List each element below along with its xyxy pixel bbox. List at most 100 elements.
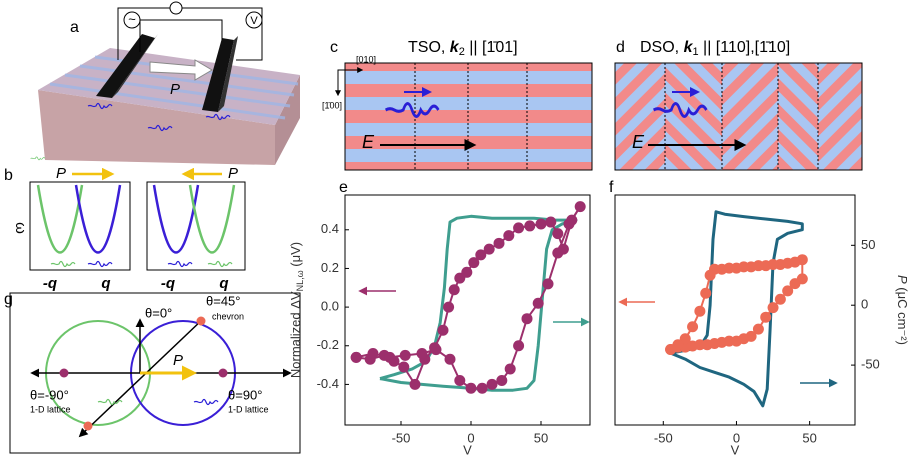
data-point: [535, 218, 547, 230]
polarization-arrow: [149, 59, 213, 81]
y-tick-label: 0.4: [321, 221, 339, 236]
y2-axis-label: P (μC cm⁻²): [895, 275, 910, 345]
wave-packet: [193, 398, 219, 406]
data-point: [752, 323, 764, 335]
data-point: [563, 218, 575, 230]
polarization-label: P: [173, 352, 183, 369]
slab-top: [38, 48, 300, 125]
lattice: [614, 62, 863, 171]
x-tick-label: 0: [467, 430, 474, 445]
field-label: E: [362, 132, 375, 152]
angle-label: θ=-90°: [30, 387, 69, 402]
data-point: [454, 375, 466, 387]
meter: [169, 1, 183, 15]
y2-tick-label: 0: [861, 297, 868, 312]
band-blue: [152, 184, 200, 254]
y2-label-part: (μC cm⁻²): [895, 284, 910, 345]
y-tick-label: 0.0: [321, 299, 339, 314]
data-point: [545, 216, 557, 228]
y2-tick-label: 50: [861, 237, 875, 252]
data-point: [483, 243, 495, 255]
stripe: [64, 73, 291, 108]
domain: [665, 63, 722, 170]
y-tick-label: -0.4: [317, 376, 339, 391]
plot-frame: [344, 194, 591, 426]
band-green: [36, 184, 84, 254]
wire: [139, 19, 223, 52]
y-axis-label: Normalized ΔVNL,ω (μV): [288, 242, 305, 378]
axis: [78, 317, 205, 438]
x-tick-label: 50: [802, 430, 816, 445]
stripe: [49, 82, 286, 120]
data-point: [486, 378, 498, 390]
polarization-label: P: [56, 165, 66, 182]
data-point: [398, 361, 410, 373]
data-point: [465, 382, 477, 394]
data-point: [476, 382, 488, 394]
ac-symbol: ~: [128, 11, 136, 26]
data-point: [461, 266, 473, 278]
axis-label: [1̄00]: [322, 100, 342, 110]
panel-box: [9, 292, 301, 454]
series-line: [379, 214, 578, 392]
data-point: [496, 375, 508, 387]
band-box: [146, 181, 246, 271]
electrode-side: [112, 34, 158, 98]
title-part: k: [684, 39, 694, 56]
data-point: [513, 340, 525, 352]
angle-note: chevron: [212, 311, 244, 321]
title-part: DSO,: [640, 39, 684, 56]
point: [196, 316, 206, 326]
title-part: 2: [459, 46, 465, 58]
wave-packet: [207, 260, 233, 268]
panel-label: f: [609, 179, 614, 196]
panel-label: a: [70, 19, 79, 36]
panel-label: b: [4, 167, 13, 184]
data-point: [700, 287, 712, 299]
domain: [778, 63, 818, 170]
y-tick-label: -0.2: [317, 337, 339, 352]
data-point: [513, 222, 525, 234]
data-point: [774, 293, 786, 305]
data-point: [437, 324, 449, 336]
y-tick-label: 0.2: [321, 260, 339, 275]
y-label-part: NL,ω: [295, 270, 305, 291]
domain: [615, 63, 665, 170]
slab-side: [275, 75, 300, 165]
data-point: [796, 273, 808, 285]
data-point: [532, 297, 544, 309]
ac-source: [123, 11, 141, 29]
crystal-axes: [335, 67, 364, 97]
x-axis-label: V: [731, 442, 740, 457]
band-green: [188, 184, 236, 254]
field-label: E: [632, 132, 645, 152]
data-point: [552, 228, 564, 240]
data-point: [444, 353, 456, 365]
data-point: [443, 301, 455, 313]
wave-packet: [30, 156, 46, 161]
plot-frame: [614, 194, 856, 426]
x-tick-label: 0: [733, 430, 740, 445]
data-point: [524, 220, 536, 232]
q-label: -q: [43, 275, 57, 292]
q-label: -q: [161, 275, 175, 292]
x-tick-label: -50: [392, 430, 411, 445]
data-point: [475, 249, 487, 261]
data-point: [782, 285, 794, 297]
data-point: [493, 237, 505, 249]
wave-packet: [167, 260, 193, 268]
point: [83, 421, 93, 431]
data-point: [416, 347, 428, 359]
data-point: [350, 351, 362, 363]
data-point: [503, 230, 515, 242]
panel-label: e: [339, 179, 348, 196]
data-point: [521, 313, 533, 325]
electrode: [202, 38, 234, 112]
title-part: 1: [692, 46, 698, 58]
panel-title: DSO, k1 || [110],[1̄10]: [640, 39, 790, 58]
data-point: [574, 201, 586, 213]
data-point: [679, 333, 691, 345]
data-point: [448, 284, 460, 296]
